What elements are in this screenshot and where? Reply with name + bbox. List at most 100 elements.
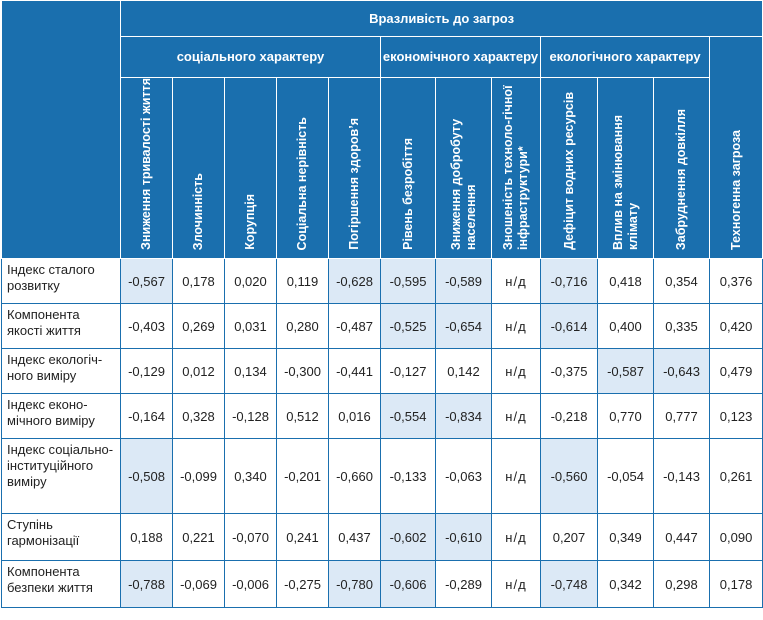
table-cell: 0,349 [597,513,654,561]
table-cell: 0,020 [224,258,277,304]
row-label: Індекс сталого розвитку [1,258,121,304]
table-cell: -0,610 [435,513,492,561]
table-cell: 0,241 [276,513,329,561]
column-header-corruption: Корупція [224,77,277,259]
table-cell: 0,340 [224,438,277,514]
table-cell: 0,335 [653,303,710,349]
table-cell: -0,375 [540,348,598,394]
table-cell: 0,420 [708,303,763,349]
table-cell: -0,788 [120,560,173,608]
table-cell: 0,207 [540,513,598,561]
table-cell: 0,777 [653,393,710,439]
table-cell: 0,298 [653,560,710,608]
table-cell: 0,123 [708,393,763,439]
table-cell: -0,127 [380,348,436,394]
table-cell: н/д [491,438,541,514]
table-cell: н/д [491,560,541,608]
table-cell: -0,606 [380,560,436,608]
table-cell: -0,129 [120,348,173,394]
table-cell: -0,054 [597,438,654,514]
table-cell: -0,628 [328,258,381,304]
table-cell: -0,602 [380,513,436,561]
column-header-climate: Вплив на змінювання клімату [597,77,654,259]
table-cell: н/д [491,348,541,394]
column-header-welfare: Зниження добробуту населення [435,77,492,259]
column-header-pollution: Забруднення довкілля [653,77,710,259]
table-cell: -0,834 [435,393,492,439]
row-label: Індекс соціально-інституційного виміру [1,438,121,514]
group-header-economic: економічного характеру [380,36,541,78]
table-cell: 0,012 [172,348,225,394]
table-cell: 0,178 [708,560,763,608]
table-cell: -0,487 [328,303,381,349]
table-cell: -0,143 [653,438,710,514]
table-cell: -0,441 [328,348,381,394]
table-row: Індекс екологіч-ного виміру -0,129 0,012 0,… [1,348,763,394]
table-cell: -0,099 [172,438,225,514]
table-cell: н/д [491,513,541,561]
table-cell: -0,063 [435,438,492,514]
table-cell: -0,589 [435,258,492,304]
table-cell: -0,560 [540,438,598,514]
table-cell: 0,400 [597,303,654,349]
table-cell: 0,016 [328,393,381,439]
table-cell: -0,508 [120,438,173,514]
table-cell: 0,479 [708,348,763,394]
group-header-social: соціального характеру [120,36,381,78]
table-cell: -0,595 [380,258,436,304]
table-cell: -0,567 [120,258,173,304]
table-row: Індекс соціально-інституційного виміру -0… [1,438,763,514]
column-header-life-expectancy: Зниження тривалості життя [120,77,173,259]
table-cell: 0,119 [276,258,329,304]
table-row: Індекс сталого розвитку -0,567 0,178 0,020 0… [1,258,763,304]
column-header-crime: Злочинність [172,77,225,259]
table-row: Компонента безпеки життя -0,788 -0,069 -0,0… [1,560,763,608]
table-cell: 0,261 [708,438,763,514]
table-row: Ступінь гармонізації 0,188 0,221 -0,070 0,24… [1,513,763,561]
table-corner [1,0,121,259]
table-cell: н/д [491,303,541,349]
table-cell: 0,221 [172,513,225,561]
table-cell: 0,188 [120,513,173,561]
table-cell: 0,031 [224,303,277,349]
table-cell: -0,654 [435,303,492,349]
column-header-inequality: Соціальна нерівність [276,77,329,259]
table-cell: -0,660 [328,438,381,514]
table-cell: -0,289 [435,560,492,608]
table-cell: -0,300 [276,348,329,394]
table-cell: 0,437 [328,513,381,561]
column-header-water: Дефіцит водних ресурсів [540,77,598,259]
vulnerability-table: Вразливість до загроз соціального характ… [1,0,763,608]
table-row: Компонента якості життя -0,403 0,269 0,031 0… [1,303,763,349]
table-cell: 0,280 [276,303,329,349]
table-cell: -0,069 [172,560,225,608]
table-cell: 0,342 [597,560,654,608]
table-cell: -0,133 [380,438,436,514]
table-cell: 0,328 [172,393,225,439]
table-cell: -0,716 [540,258,598,304]
table-cell: -0,164 [120,393,173,439]
table-cell: 0,770 [597,393,654,439]
table-cell: -0,275 [276,560,329,608]
row-label: Компонента якості життя [1,303,121,349]
table-cell: 0,142 [435,348,492,394]
table-cell: -0,554 [380,393,436,439]
column-header-infrastructure: Зношеність техноло-гічної інфраструктури… [491,77,541,259]
table-cell: 0,090 [708,513,763,561]
table-cell: -0,614 [540,303,598,349]
table-cell: 0,447 [653,513,710,561]
table-cell: 0,354 [653,258,710,304]
group-header-ecological: екологічного характеру [540,36,710,78]
table-cell: -0,403 [120,303,173,349]
table-cell: -0,070 [224,513,277,561]
row-label: Компонента безпеки життя [1,560,121,608]
table-cell: -0,201 [276,438,329,514]
table-cell: -0,128 [224,393,277,439]
table-cell: 0,418 [597,258,654,304]
table-body: Індекс сталого розвитку -0,567 0,178 0,020 0… [1,258,763,608]
row-label: Індекс еконо-мічного виміру [1,393,121,439]
table-cell: -0,780 [328,560,381,608]
column-header-tech: Техногенна загроза [708,36,763,259]
row-label: Ступінь гармонізації [1,513,121,561]
table-title: Вразливість до загроз [119,0,763,37]
